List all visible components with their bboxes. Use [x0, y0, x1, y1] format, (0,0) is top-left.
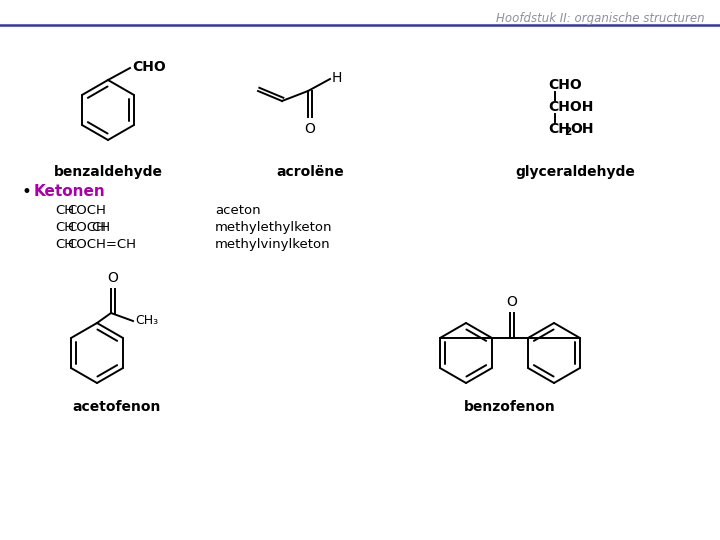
Text: •: • — [22, 183, 32, 201]
Text: H: H — [332, 71, 343, 85]
Text: CHOH: CHOH — [548, 100, 593, 114]
Text: COCH=CH: COCH=CH — [67, 238, 136, 251]
Text: CH: CH — [55, 204, 74, 217]
Text: COCH: COCH — [67, 221, 106, 234]
Text: 2: 2 — [564, 127, 571, 137]
Text: benzofenon: benzofenon — [464, 400, 556, 414]
Text: O: O — [507, 295, 518, 309]
Text: CH: CH — [55, 221, 74, 234]
Text: CH₃: CH₃ — [135, 314, 158, 327]
Text: methylvinylketon: methylvinylketon — [215, 238, 330, 251]
Text: Ketonen: Ketonen — [34, 185, 106, 199]
Text: CHO: CHO — [548, 78, 582, 92]
Text: methylethylketon: methylethylketon — [215, 221, 333, 234]
Text: O: O — [107, 271, 118, 285]
Text: Hoofdstuk II: organische structuren: Hoofdstuk II: organische structuren — [496, 12, 705, 25]
Text: COCH: COCH — [67, 204, 106, 217]
Text: O: O — [305, 122, 315, 136]
Text: acrolëne: acrolëne — [276, 165, 344, 179]
Text: CH: CH — [55, 238, 74, 251]
Text: aceton: aceton — [215, 204, 261, 217]
Text: CH: CH — [548, 122, 570, 136]
Text: CH: CH — [91, 221, 110, 234]
Text: OH: OH — [570, 122, 593, 136]
Text: acetofenon: acetofenon — [73, 400, 161, 414]
Text: CHO: CHO — [132, 60, 166, 74]
Text: benzaldehyde: benzaldehyde — [53, 165, 163, 179]
Text: glyceraldehyde: glyceraldehyde — [515, 165, 635, 179]
